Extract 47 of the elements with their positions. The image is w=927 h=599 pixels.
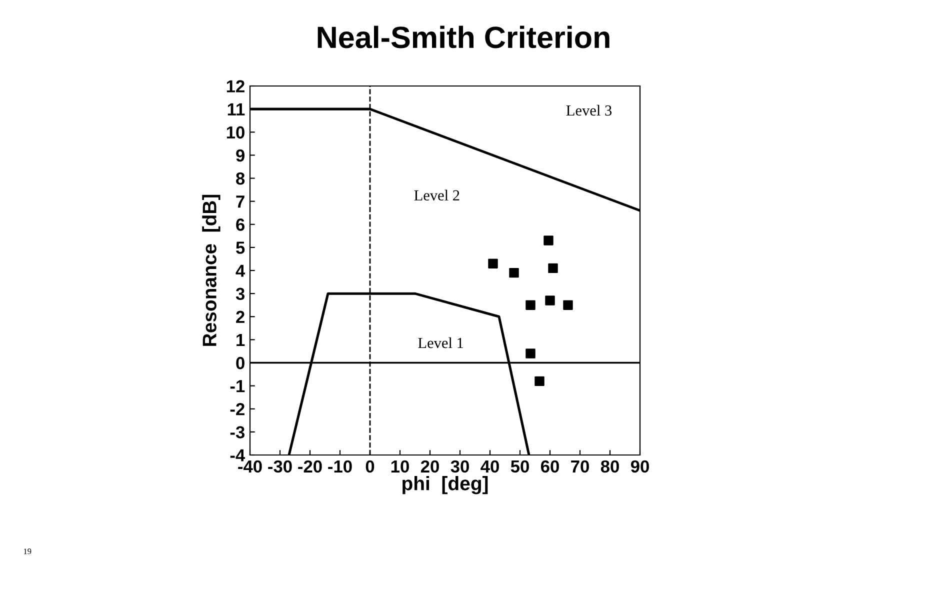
point — [548, 263, 558, 274]
x-tick-label: 10 — [391, 460, 409, 473]
point — [526, 300, 536, 310]
x-tick-label: -30 — [268, 460, 292, 473]
x-tick-label: -40 — [238, 460, 262, 473]
x-tick-label: 40 — [480, 460, 499, 473]
point — [534, 376, 544, 386]
point — [509, 268, 519, 278]
y-tick-label: 7 — [236, 196, 244, 208]
x-tick-label: 30 — [450, 460, 469, 473]
y-tick-label: 4 — [236, 264, 246, 277]
y-tick-label: 11 — [228, 103, 245, 116]
x-tick-label: 50 — [510, 460, 529, 473]
point — [488, 258, 498, 268]
y-tick-label: 9 — [236, 149, 244, 162]
x-tick-label: 90 — [630, 460, 649, 473]
point — [563, 300, 573, 310]
x-tick-label: -20 — [298, 460, 322, 473]
text: 19 — [24, 548, 32, 554]
chart-title: Neal-Smith Criterion — [318, 26, 610, 48]
annotation: Level 3 — [566, 104, 612, 116]
y-tick-label: 0 — [236, 356, 244, 370]
y-axis-title: Resonance [dB] — [202, 194, 220, 346]
y-tick-label: 5 — [236, 242, 245, 254]
x-tick-label: 60 — [540, 460, 559, 473]
y-tick-label: 10 — [226, 126, 244, 139]
x-tick-label: 70 — [571, 460, 589, 473]
x-tick-label: 20 — [420, 460, 439, 473]
point — [526, 348, 536, 358]
y-tick-label: 12 — [226, 80, 244, 92]
y-tick-label: 2 — [236, 310, 244, 323]
y-tick-label: -3 — [230, 426, 245, 438]
point — [544, 236, 554, 246]
x-tick-label: 80 — [600, 460, 619, 473]
annotation: Level 1 — [418, 337, 464, 348]
point — [545, 296, 555, 306]
y-tick-label: 1 — [236, 334, 245, 346]
x-tick-label: 0 — [366, 460, 374, 473]
y-tick-label: -4 — [230, 449, 246, 462]
y-tick-label: -2 — [230, 403, 244, 416]
annotation: Level 2 — [414, 190, 460, 201]
x-tick-label: -10 — [328, 460, 352, 473]
y-tick-label: 6 — [236, 218, 245, 231]
x-axis-title: phi [deg] — [402, 476, 488, 494]
y-tick-label: 8 — [236, 172, 245, 185]
y-tick-label: 3 — [236, 288, 245, 300]
y-tick-label: -1 — [230, 380, 245, 392]
